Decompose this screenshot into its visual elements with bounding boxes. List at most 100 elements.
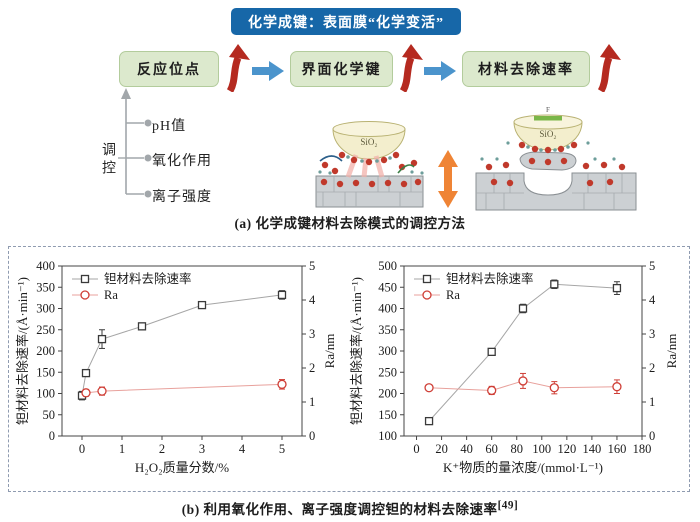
increase-arrow-icon: [597, 44, 621, 92]
series-1: [81, 379, 287, 398]
svg-text:3: 3: [309, 327, 315, 341]
caption-a: (a) 化学成键材料去除模式的调控方法: [234, 216, 466, 231]
svg-text:0: 0: [79, 442, 85, 456]
x-axis: 0 1 2 3 4 5 H₂O₂质量分数/%: [79, 436, 285, 475]
exchange-arrow-icon: [438, 150, 458, 208]
svg-text:1: 1: [649, 395, 655, 409]
x-axis-label: K⁺物质的量浓度/(mmol·L⁻¹): [443, 460, 603, 475]
svg-text:350: 350: [36, 280, 55, 294]
legend-label: Ra: [446, 288, 460, 302]
legend: 钽材料去除速率 Ra: [72, 271, 192, 302]
svg-text:400: 400: [36, 259, 55, 273]
svg-text:500: 500: [378, 259, 397, 273]
svg-text:200: 200: [378, 387, 397, 401]
svg-text:450: 450: [378, 280, 397, 294]
polishing-illustration-bonding: SiO₂: [315, 121, 424, 208]
chart-kion-removal-rate: 0 20 40 60 80 100 120 140 160 180K⁺物质的量浓度/(mmol·L…: [349, 259, 679, 475]
svg-text:4: 4: [309, 293, 316, 307]
legend-label: Ra: [104, 288, 118, 302]
legend-label: 钽材料去除速率: [446, 271, 534, 286]
svg-text:5: 5: [309, 259, 315, 273]
svg-text:2: 2: [159, 442, 165, 456]
plot-frame: [61, 265, 303, 437]
svg-text:60: 60: [485, 442, 498, 456]
caption-b-text: (b) 利用氧化作用、离子强度调控钽的材料去除速率: [181, 502, 498, 517]
svg-text:250: 250: [378, 365, 397, 379]
flow-arrow-icon: [424, 61, 456, 81]
chart-h2o2-removal-rate: 0 1 2 3 4 5H₂O₂质量分数/%050100150200250300350400…: [15, 259, 337, 475]
abrasive-label: SiO₂: [360, 137, 377, 147]
x-axis-label: H₂O₂质量分数/%: [135, 460, 229, 475]
svg-text:120: 120: [557, 442, 576, 456]
atoms: [480, 141, 626, 187]
increase-arrow-icon: [399, 44, 423, 92]
ion-arrow: [397, 164, 415, 174]
svg-text:1: 1: [309, 395, 315, 409]
svg-text:100: 100: [378, 429, 397, 443]
water-molecule-arrow: [319, 155, 343, 162]
svg-text:50: 50: [43, 408, 56, 422]
regulation-label: 调控: [100, 142, 115, 178]
flow-box-label: 反应位点: [137, 63, 201, 78]
svg-text:350: 350: [378, 323, 397, 337]
svg-text:250: 250: [36, 323, 55, 337]
force-label: F: [546, 106, 550, 114]
y-axis-right-label: Ra/nm: [664, 334, 679, 369]
svg-text:1: 1: [119, 442, 125, 456]
svg-text:140: 140: [583, 442, 602, 456]
svg-text:150: 150: [36, 365, 55, 379]
svg-text:2: 2: [649, 361, 655, 375]
svg-text:0: 0: [309, 429, 315, 443]
svg-text:2: 2: [309, 361, 315, 375]
series-0: [77, 290, 287, 401]
flow-box-label: 界面化学键: [301, 63, 382, 78]
header-title-box: 化学成键：表面膜“化学变活”: [231, 8, 461, 35]
regulation-item-oxidation: 氧化作用: [152, 154, 212, 169]
svg-text:300: 300: [36, 302, 55, 316]
caption-b: (b) 利用氧化作用、离子强度调控钽的材料去除速率[49]: [0, 498, 700, 518]
svg-text:4: 4: [239, 442, 246, 456]
regulation-item-ionic-strength: 离子强度: [152, 190, 212, 205]
svg-text:150: 150: [378, 408, 397, 422]
svg-text:20: 20: [435, 442, 448, 456]
substrate-surface-with-pit: [475, 172, 637, 211]
svg-text:180: 180: [633, 442, 652, 456]
svg-text:200: 200: [36, 344, 55, 358]
x-axis: 0 20 40 60 80 100 120 140 160 180 K⁺物质的量浓度/(mmol·L…: [413, 436, 651, 475]
legend-label: 钽材料去除速率: [104, 271, 192, 286]
svg-text:80: 80: [510, 442, 522, 456]
abrasive-particle: F SiO₂: [513, 106, 583, 151]
svg-text:4: 4: [649, 293, 656, 307]
removed-chunk: [519, 151, 577, 171]
y-axis-right: 0 1 2 3 4 5 Ra/nm: [302, 259, 337, 443]
series-1: [424, 372, 622, 396]
svg-text:0: 0: [649, 429, 655, 443]
abrasive-particle: SiO₂: [332, 121, 406, 160]
regulation-bracket-icon: [118, 88, 152, 198]
y-axis-left-label: 钽材料去除速率/(Å·min⁻¹): [15, 277, 30, 425]
series-0: [424, 279, 622, 426]
svg-text:3: 3: [649, 327, 655, 341]
caption-b-reference: [49]: [497, 499, 519, 512]
y-axis-left: 100 150 200 250 300 350 400 450 500 钽材料去除速率/(Å·mi…: [349, 259, 404, 443]
flow-box-interface-bonds: 界面化学键: [290, 51, 393, 87]
y-axis-left: 0 50 100 150 200 250 300 350 400 钽材料去除速率/(Å·min⁻¹…: [15, 259, 62, 443]
substrate-surface: [315, 175, 424, 208]
plot-frame: [403, 265, 643, 437]
svg-text:0: 0: [413, 442, 419, 456]
y-axis-left-label: 钽材料去除速率/(Å·min⁻¹): [349, 277, 364, 425]
flow-box-removal-rate: 材料去除速率: [462, 51, 590, 87]
svg-text:100: 100: [532, 442, 551, 456]
svg-text:100: 100: [36, 387, 55, 401]
abrasive-label: SiO₂: [539, 129, 556, 139]
panel-b-dashed-frame: [8, 246, 690, 492]
svg-text:400: 400: [378, 302, 397, 316]
flow-box-label: 材料去除速率: [478, 63, 574, 78]
svg-text:160: 160: [608, 442, 627, 456]
svg-text:0: 0: [49, 429, 55, 443]
pressure-bar: [534, 116, 562, 121]
svg-text:3: 3: [199, 442, 205, 456]
svg-text:5: 5: [279, 442, 285, 456]
atoms: [318, 151, 424, 188]
